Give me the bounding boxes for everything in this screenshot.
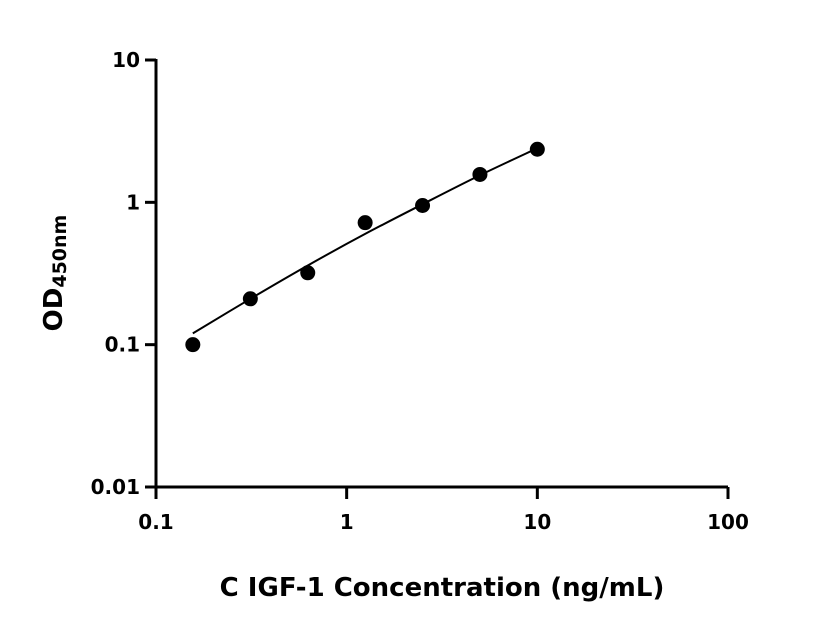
x-tick-label: 1 [340, 510, 354, 534]
data-point [242, 291, 258, 307]
y-axis-label-sub: 450nm [49, 215, 71, 288]
y-tick-label: 10 [112, 48, 140, 72]
axes: 0.01 0.1 1 10 0.1 1 10 100 [91, 48, 749, 534]
y-tick-label: 0.01 [91, 475, 140, 499]
y-tick-label: 1 [126, 190, 140, 214]
data-point [357, 215, 373, 231]
x-tick-label: 10 [523, 510, 551, 534]
data-points [185, 141, 545, 353]
x-tick-label: 0.1 [138, 510, 173, 534]
data-point [529, 141, 545, 157]
data-point [300, 265, 316, 281]
y-tick-label: 0.1 [105, 333, 140, 357]
x-tick-label: 100 [707, 510, 749, 534]
x-axis-label: C IGF-1 Concentration (ng/mL) [220, 573, 665, 603]
data-point [185, 337, 201, 353]
data-point [415, 198, 431, 214]
y-axis-label-main: OD [39, 288, 69, 332]
data-point [472, 166, 488, 182]
y-axis-label: OD450nm [39, 215, 71, 332]
